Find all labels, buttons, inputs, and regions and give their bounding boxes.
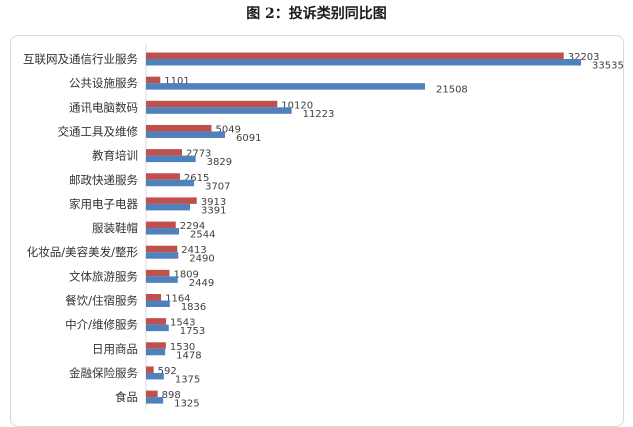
bar-series-1 bbox=[146, 100, 278, 108]
data-label: 1325 bbox=[174, 399, 199, 409]
chart-title: 图 2：投诉类别同比图 bbox=[246, 6, 387, 22]
category-label: 餐饮/住宿服务 bbox=[65, 294, 138, 308]
bar-series-2 bbox=[146, 228, 179, 235]
bar-series-1 bbox=[146, 342, 166, 349]
category-label: 日用商品 bbox=[92, 342, 138, 356]
bar-series-1 bbox=[146, 173, 180, 180]
category-label: 公共设施服务 bbox=[69, 76, 138, 90]
data-label: 3829 bbox=[207, 157, 232, 168]
data-label: 1530 bbox=[170, 342, 195, 353]
data-label: 10120 bbox=[281, 100, 313, 111]
data-label: 6091 bbox=[236, 133, 261, 144]
category-label: 互联网及通信行业服务 bbox=[23, 52, 138, 66]
data-label: 33535 bbox=[592, 61, 624, 72]
data-label: 1809 bbox=[173, 269, 198, 280]
data-label: 1836 bbox=[181, 302, 206, 313]
data-label: 1164 bbox=[165, 294, 190, 305]
bar-series-2 bbox=[146, 300, 170, 307]
bar-series-1 bbox=[146, 76, 161, 84]
data-label: 3913 bbox=[201, 197, 226, 208]
data-label: 2615 bbox=[184, 173, 209, 184]
data-label: 5049 bbox=[215, 124, 240, 135]
bar-series-2 bbox=[146, 59, 581, 66]
data-label: 2490 bbox=[189, 254, 214, 265]
category-label: 金融保险服务 bbox=[69, 366, 138, 380]
category-label: 教育培训 bbox=[92, 149, 138, 163]
bar-series-2 bbox=[146, 203, 190, 211]
category-label: 通讯电脑数码 bbox=[69, 100, 138, 114]
data-label: 1101 bbox=[164, 76, 189, 87]
bar-series-2 bbox=[146, 276, 178, 283]
data-label: 1375 bbox=[175, 374, 200, 385]
bar-series-2 bbox=[146, 155, 196, 163]
bar-series-1 bbox=[146, 294, 162, 301]
category-label: 邮政快递服务 bbox=[69, 173, 138, 187]
bar-series-2 bbox=[146, 179, 195, 187]
data-label: 1753 bbox=[180, 326, 205, 337]
data-label: 2773 bbox=[186, 149, 211, 160]
data-label: 1478 bbox=[176, 350, 201, 361]
data-label: 3707 bbox=[205, 181, 230, 192]
bar-series-1 bbox=[146, 124, 212, 132]
category-label: 家用电子电器 bbox=[69, 197, 138, 211]
data-label: 21508 bbox=[436, 85, 468, 96]
bar-series-2 bbox=[146, 83, 425, 90]
bar-series-1 bbox=[146, 318, 167, 325]
category-label: 文体旅游服务 bbox=[69, 269, 138, 283]
bar-series-2 bbox=[146, 348, 166, 356]
data-label: 2294 bbox=[180, 221, 205, 232]
data-label: 3391 bbox=[201, 205, 226, 216]
bar-series-1 bbox=[146, 52, 564, 59]
data-label: 2449 bbox=[189, 278, 214, 289]
category-label: 中介/维修服务 bbox=[65, 318, 138, 332]
bar-series-2 bbox=[146, 372, 164, 380]
data-label: 2544 bbox=[190, 230, 215, 241]
data-label: 32203 bbox=[568, 52, 600, 63]
data-label: 2413 bbox=[181, 245, 206, 256]
category-label: 食品 bbox=[115, 390, 138, 404]
bar-series-2 bbox=[146, 252, 179, 259]
data-label: 1543 bbox=[170, 318, 195, 329]
data-label: 898 bbox=[162, 390, 181, 401]
bar-series-1 bbox=[146, 221, 176, 229]
bar-series-1 bbox=[146, 197, 197, 204]
bar-series-1 bbox=[146, 269, 170, 277]
bar-series-2 bbox=[146, 397, 164, 404]
bar-series-2 bbox=[146, 131, 226, 138]
data-label: 11223 bbox=[303, 109, 335, 120]
bar-series-2 bbox=[146, 107, 292, 114]
category-label: 服装鞋帽 bbox=[92, 221, 138, 235]
bar-series-1 bbox=[146, 366, 154, 373]
category-label: 化妆品/美容美发/整形 bbox=[27, 245, 139, 259]
bar-series-2 bbox=[146, 324, 169, 332]
bar-series-1 bbox=[146, 390, 158, 398]
bar-series-1 bbox=[146, 245, 178, 253]
category-label: 交通工具及维修 bbox=[58, 124, 139, 138]
bar-series-1 bbox=[146, 149, 182, 156]
data-label: 592 bbox=[158, 366, 177, 377]
